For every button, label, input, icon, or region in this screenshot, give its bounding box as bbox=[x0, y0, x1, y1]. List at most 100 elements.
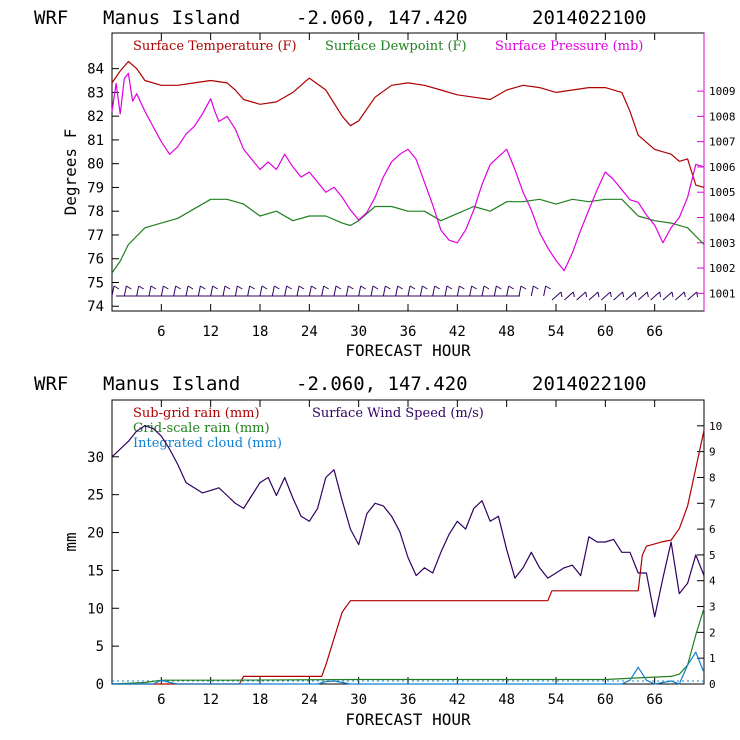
x-tick-label: 54 bbox=[548, 692, 565, 708]
y2-tick-label: 2 bbox=[709, 626, 716, 639]
bottom-right-axis: 0 1 2 3 4 5 6 7 8 9 10 bbox=[697, 420, 722, 691]
wind-barb bbox=[481, 285, 490, 297]
wind-barb bbox=[432, 285, 440, 297]
y2-tick-label: 1007 bbox=[709, 136, 736, 149]
integrated-cloud-line bbox=[112, 651, 705, 685]
wind-barb bbox=[625, 291, 637, 301]
grid-scale-rain-line bbox=[111, 608, 705, 685]
surface-dewpoint-line bbox=[111, 198, 705, 274]
surface-pressure-line bbox=[111, 72, 705, 272]
x-tick-label: 66 bbox=[646, 692, 663, 708]
y2-tick-label: 1009 bbox=[709, 85, 736, 98]
top-y-axis-label: Degrees F bbox=[61, 129, 80, 216]
wind-barb bbox=[518, 285, 527, 297]
top-header-coords: -2.060, 147.420 bbox=[296, 7, 468, 29]
y-tick-label: 76 bbox=[87, 252, 104, 268]
wind-barb bbox=[210, 285, 218, 297]
y2-tick-label: 0 bbox=[709, 678, 716, 691]
wind-barb bbox=[564, 291, 575, 301]
x-tick-label: 42 bbox=[449, 324, 466, 340]
wind-barb bbox=[370, 285, 379, 297]
y-tick-label: 79 bbox=[87, 180, 104, 196]
y2-tick-label: 5 bbox=[709, 549, 716, 562]
top-plot-frame bbox=[111, 32, 705, 312]
wind-barb bbox=[551, 291, 563, 301]
top-x-axis-label: FORECAST HOUR bbox=[345, 341, 471, 360]
y-tick-label: 10 bbox=[87, 601, 104, 617]
panel-temperature: WRF Manus Island -2.060, 147.420 2014022… bbox=[34, 7, 736, 360]
wind-barb bbox=[284, 285, 292, 297]
y2-tick-label: 3 bbox=[709, 601, 716, 614]
y-tick-label: 81 bbox=[87, 133, 104, 149]
x-tick-label: 6 bbox=[157, 324, 165, 340]
x-tick-label: 42 bbox=[449, 692, 466, 708]
y2-tick-label: 1003 bbox=[709, 237, 736, 250]
top-x-axis: 6 12 18 24 30 36 42 48 54 60 66 bbox=[157, 33, 663, 340]
wind-barb bbox=[382, 285, 391, 297]
y2-tick-label: 1008 bbox=[709, 110, 736, 123]
y2-tick-label: 1006 bbox=[709, 161, 736, 174]
bottom-series-group bbox=[111, 425, 705, 685]
x-tick-label: 54 bbox=[548, 324, 565, 340]
top-header-model: WRF bbox=[34, 7, 68, 29]
wind-barb bbox=[493, 285, 502, 297]
wind-barb bbox=[358, 285, 366, 297]
y2-tick-label: 4 bbox=[709, 575, 716, 588]
x-tick-label: 60 bbox=[597, 692, 614, 708]
x-tick-label: 60 bbox=[597, 324, 614, 340]
wind-barb bbox=[638, 291, 649, 301]
x-tick-label: 66 bbox=[646, 324, 663, 340]
bottom-legend-subgrid-rain: Sub-grid rain (mm) bbox=[133, 406, 260, 421]
wind-barb bbox=[234, 285, 243, 297]
wind-barb bbox=[197, 285, 206, 297]
wind-barb bbox=[506, 285, 514, 297]
y-tick-label: 20 bbox=[87, 526, 104, 542]
wind-barb bbox=[173, 285, 181, 297]
x-tick-label: 12 bbox=[202, 324, 219, 340]
wind-barb bbox=[687, 291, 699, 301]
y2-tick-label: 10 bbox=[709, 420, 722, 433]
surface-temperature-line bbox=[111, 60, 705, 188]
y-tick-label: 82 bbox=[87, 109, 104, 125]
bottom-x-axis-label: FORECAST HOUR bbox=[345, 710, 471, 729]
y-tick-label: 78 bbox=[87, 204, 104, 220]
x-tick-label: 48 bbox=[498, 324, 515, 340]
y2-tick-label: 1004 bbox=[709, 211, 736, 224]
x-tick-label: 48 bbox=[498, 692, 515, 708]
wind-barb bbox=[588, 291, 600, 301]
wind-barb bbox=[123, 285, 132, 297]
wind-barb bbox=[296, 285, 305, 297]
wind-barb bbox=[469, 285, 477, 297]
bottom-legend-cloud: Integrated cloud (mm) bbox=[133, 436, 282, 451]
wind-barb bbox=[576, 291, 588, 301]
bottom-header-location: Manus Island bbox=[103, 373, 240, 395]
wind-barb bbox=[662, 291, 674, 301]
wind-barb bbox=[333, 285, 342, 297]
wind-barb bbox=[601, 291, 612, 301]
top-left-axis: 74 75 76 77 78 79 80 81 82 83 84 bbox=[87, 62, 119, 315]
x-tick-label: 12 bbox=[202, 692, 219, 708]
y-tick-label: 75 bbox=[87, 275, 104, 291]
y2-tick-label: 1005 bbox=[709, 186, 736, 199]
wind-barb bbox=[456, 285, 465, 297]
y2-tick-label: 1002 bbox=[709, 262, 736, 275]
wind-barb bbox=[185, 285, 194, 297]
x-tick-label: 36 bbox=[400, 324, 417, 340]
y2-tick-label: 9 bbox=[709, 446, 716, 459]
y2-tick-label: 8 bbox=[709, 471, 716, 484]
top-right-axis: 1001 1002 1003 1004 1005 1006 1007 1008 1009 bbox=[697, 85, 736, 300]
top-series-group bbox=[111, 60, 705, 274]
wind-barb bbox=[395, 285, 403, 297]
wind-barb bbox=[444, 285, 453, 297]
x-tick-label: 30 bbox=[350, 324, 367, 340]
x-tick-label: 24 bbox=[301, 324, 318, 340]
wind-barb bbox=[160, 285, 169, 297]
wind-barb bbox=[675, 291, 686, 301]
wind-barb bbox=[543, 285, 551, 297]
top-header-location: Manus Island bbox=[103, 7, 240, 29]
top-legend-dewpoint: Surface Dewpoint (F) bbox=[325, 39, 467, 54]
surface-wind-speed-line bbox=[111, 425, 705, 618]
wind-barb bbox=[111, 285, 120, 297]
bottom-header-model: WRF bbox=[34, 373, 68, 395]
